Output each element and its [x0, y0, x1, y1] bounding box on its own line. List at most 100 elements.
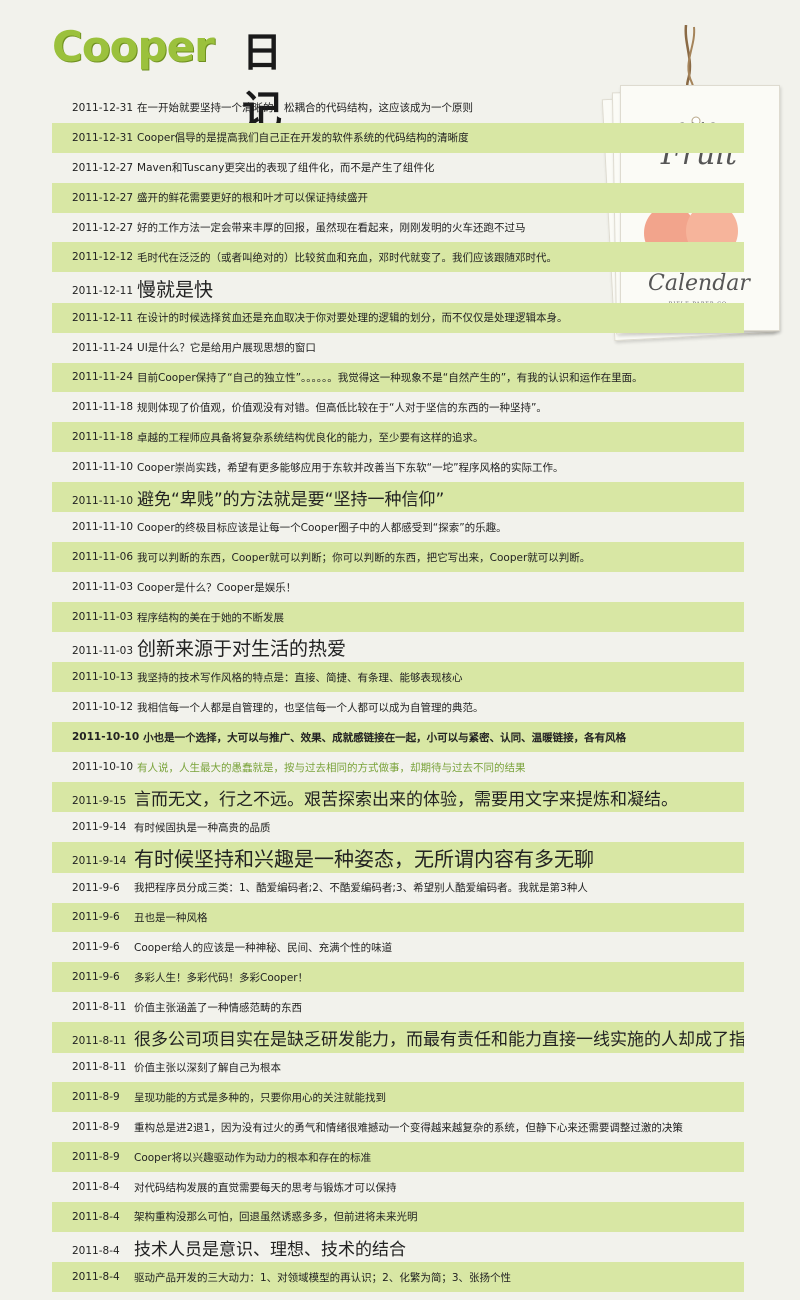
- entry-text: 慢就是快: [137, 278, 214, 301]
- entry-date: 2011-11-18: [72, 431, 134, 444]
- entry-date: 2011-12-27: [72, 221, 134, 234]
- entry-date: 2011-12-11: [72, 311, 134, 324]
- entry-text: 好的工作方法一定会带来丰厚的回报，虽然现在看起来，刚刚发明的火车还跑不过马: [137, 222, 526, 234]
- entry-date: 2011-9-14: [72, 821, 127, 834]
- entry-text: 有时候坚持和兴趣是一种姿态，无所谓内容有多无聊: [134, 847, 594, 872]
- list-item: 2011-8-9 呈现功能的方式是多种的，只要你用心的关注就能找到: [52, 1082, 744, 1113]
- entry-date: 2011-9-6: [72, 911, 120, 924]
- entry-text: 驱动产品开发的三大动力：1、对领域模型的再认识；2、化繁为简；3、张扬个性: [134, 1271, 512, 1284]
- list-item: 2011-9-14 有时候固执是一种高贵的品质: [52, 812, 744, 842]
- list-item: 2011-12-31 在一开始就要坚持一个清晰的、松耦合的代码结构，这应该成为一个…: [52, 93, 744, 123]
- list-item: 2011-11-03 程序结构的美在于她的不断发展: [52, 602, 744, 633]
- entry-text: Cooper将以兴趣驱动作为动力的根本和存在的标准: [134, 1151, 372, 1164]
- entry-text: 在一开始就要坚持一个清晰的、松耦合的代码结构，这应该成为一个原则: [137, 102, 474, 115]
- entry-date: 2011-11-10: [72, 461, 134, 474]
- entry-date: 2011-9-6: [72, 881, 120, 894]
- list-item: 2011-10-10 小也是一个选择，大可以与推广、效果、成就感链接在一起，小可以…: [52, 722, 744, 753]
- entry-text: 有时候固执是一种高贵的品质: [134, 821, 271, 834]
- entry-date: 2011-12-27: [72, 191, 134, 204]
- entry-text: 价值主张以深刻了解自己为根本: [134, 1061, 281, 1074]
- list-item: 2011-12-27 盛开的鲜花需要更好的根和叶才可以保证持续盛开: [52, 182, 744, 213]
- entry-text: 小也是一个选择，大可以与推广、效果、成就感链接在一起，小可以与紧密、认同、温暖链…: [143, 731, 627, 744]
- list-item: 2011-9-15 言而无文，行之不远。艰苦探索出来的体验，需要用文字来提炼和凝结…: [52, 781, 744, 813]
- list-item: 2011-11-24 UI是什么？它是给用户展现思想的窗口: [52, 333, 744, 363]
- entry-text: Cooper是什么？Cooper是娱乐！: [137, 581, 297, 594]
- list-item: 2011-8-11 价值主张以深刻了解自己为根本: [52, 1053, 744, 1083]
- entry-date: 2011-11-03: [72, 644, 134, 657]
- entry-date: 2011-11-18: [72, 401, 134, 414]
- entry-text: 盛开的鲜花需要更好的根和叶才可以保证持续盛开: [137, 192, 369, 205]
- list-item: 2011-11-06 我可以判断的东西，Cooper就可以判断；你可以判断的东西，…: [52, 542, 744, 573]
- entry-date: 2011-11-10: [72, 521, 134, 534]
- list-item: 2011-11-18 规则体现了价值观，价值观没有对错。但高低比较在于“人对于坚信…: [52, 392, 744, 422]
- list-item: 2011-8-4 架构重构没那么可怕，回退虽然诱惑多多，但前进将未来光明: [52, 1201, 744, 1232]
- entry-text: 丑也是一种风格: [134, 911, 208, 924]
- list-item: 2011-12-11 在设计的时候选择贫血还是充血取决于你对要处理的逻辑的划分，而…: [52, 302, 744, 333]
- list-item: 2011-9-6 多彩人生！多彩代码！多彩Cooper！: [52, 962, 744, 993]
- list-item: 2011-12-31 Cooper倡导的是提高我们自己正在开发的软件系统的代码结构…: [52, 122, 744, 153]
- entry-date: 2011-12-12: [72, 251, 134, 264]
- list-item: 2011-10-13 我坚持的技术写作风格的特点是：直接、简捷、有条理、能够表现核…: [52, 662, 744, 693]
- entry-date: 2011-11-06: [72, 551, 134, 564]
- entry-text: 很多公司项目实在是缺乏研发能力，而最有责任和能力直接一线实施的人却成了指挥者: [134, 1030, 744, 1051]
- entry-text: 呈现功能的方式是多种的，只要你用心的关注就能找到: [134, 1091, 386, 1104]
- entry-date: 2011-8-9: [72, 1121, 120, 1134]
- list-item: 2011-11-24 目前Cooper保持了“自己的独立性”。。。。。。我觉得这一…: [52, 362, 744, 393]
- entry-date: 2011-8-11: [72, 1061, 127, 1074]
- entry-date: 2011-12-27: [72, 161, 134, 174]
- list-item: 2011-8-11 很多公司项目实在是缺乏研发能力，而最有责任和能力直接一线实施的…: [52, 1022, 744, 1053]
- entry-text: 规则体现了价值观，价值观没有对错。但高低比较在于“人对于坚信的东西的一种坚持”。: [137, 401, 547, 414]
- entry-date: 2011-9-6: [72, 941, 120, 954]
- entry-date: 2011-10-13: [72, 671, 134, 684]
- entry-date: 2011-9-14: [72, 854, 127, 867]
- entry-text: Maven和Tuscany更突出的表现了组件化，而不是产生了组件化: [137, 162, 435, 175]
- list-item: 2011-12-27 Maven和Tuscany更突出的表现了组件化，而不是产生了…: [52, 153, 744, 183]
- calendar-word-calendar: Calendar: [648, 271, 750, 296]
- entry-text: 目前Cooper保持了“自己的独立性”。。。。。。我觉得这一种现象不是“自然产生…: [137, 371, 643, 384]
- entry-text: 架构重构没那么可怕，回退虽然诱惑多多，但前进将未来光明: [134, 1211, 418, 1224]
- entry-text: 我把程序员分成三类：1、酷爱编码者;2、不酷爱编码者;3、希望别人酷爱编码者。我…: [134, 882, 588, 895]
- entry-text: 我可以判断的东西，Cooper就可以判断；你可以判断的东西，把它写出来，Coop…: [137, 551, 591, 564]
- entry-text: 卓越的工程师应具备将复杂系统结构优良化的能力，至少要有这样的追求。: [137, 431, 484, 444]
- list-item: 2011-10-10 有人说，人生最大的愚蠢就是，按与过去相同的方式做事，却期待与…: [52, 752, 744, 782]
- entry-date: 2011-11-03: [72, 581, 134, 594]
- entry-text: UI是什么？它是给用户展现思想的窗口: [137, 342, 316, 355]
- entry-text: 价值主张涵盖了一种情感范畴的东西: [134, 1001, 302, 1014]
- entry-text: 我相信每一个人都是自管理的，也坚信每一个人都可以成为自管理的典范。: [137, 701, 484, 714]
- list-item: 2011-12-12 毛时代在泛泛的（或者叫绝对的）比较贫血和充血，邓时代就变了。…: [52, 242, 744, 273]
- list-item: 2011-8-9 Cooper将以兴趣驱动作为动力的根本和存在的标准: [52, 1142, 744, 1173]
- entry-date: 2011-11-24: [72, 341, 134, 354]
- entry-text: Cooper崇尚实践，希望有更多能够应用于东软并改善当下东软“一坨”程序风格的实…: [137, 461, 564, 474]
- entry-text: 避免“卑贱”的方法就是要“坚持一种信仰”: [137, 490, 445, 511]
- list-item: 2011-8-4 对代码结构发展的直觉需要每天的思考与锻炼才可以保持: [52, 1172, 744, 1202]
- list-item: 2011-11-10 Cooper的终极目标应该是让每一个Cooper圈子中的人都…: [52, 512, 744, 542]
- entry-text: 程序结构的美在于她的不断发展: [137, 611, 285, 624]
- entry-date: 2011-8-9: [72, 1151, 120, 1164]
- entry-date: 2011-10-12: [72, 701, 134, 714]
- entry-date: 2011-11-24: [72, 371, 134, 384]
- diary-list: 2011-12-31 在一开始就要坚持一个清晰的、松耦合的代码结构，这应该成为一个…: [52, 93, 744, 1293]
- list-item: 2011-11-03 创新来源于对生活的热爱: [52, 632, 744, 662]
- list-item: 2011-8-4 技术人员是意识、理想、技术的结合: [52, 1232, 744, 1262]
- entry-date: 2011-10-10: [72, 731, 140, 744]
- entry-date: 2011-8-4: [72, 1271, 120, 1284]
- entry-date: 2011-12-31: [72, 131, 134, 144]
- list-item: 2011-9-6 我把程序员分成三类：1、酷爱编码者;2、不酷爱编码者;3、希望别…: [52, 873, 744, 903]
- entry-date: 2011-10-10: [72, 761, 134, 774]
- entry-date: 2011-8-4: [72, 1181, 120, 1193]
- entry-date: 2011-8-11: [72, 1001, 127, 1014]
- entry-text: Cooper倡导的是提高我们自己正在开发的软件系统的代码结构的清晰度: [137, 132, 469, 145]
- list-item: 2011-9-6 丑也是一种风格: [52, 902, 744, 933]
- logo-word: Cooper: [52, 22, 215, 71]
- entry-date: 2011-11-03: [72, 611, 134, 624]
- entry-text: 多彩人生！多彩代码！多彩Cooper！: [134, 971, 309, 984]
- list-item: 2011-8-9 重构总是进2退1，因为没有过火的勇气和情绪很难撼动一个变得越来越…: [52, 1112, 744, 1142]
- entry-date: 2011-12-11: [72, 285, 134, 298]
- entry-date: 2011-9-6: [72, 971, 120, 984]
- list-item: 2011-11-10 Cooper崇尚实践，希望有更多能够应用于东软并改善当下东软…: [52, 452, 744, 482]
- entry-text: 在设计的时候选择贫血还是充血取决于你对要处理的逻辑的划分，而不仅仅是处理逻辑本身…: [137, 312, 568, 325]
- list-item: 2011-12-27 好的工作方法一定会带来丰厚的回报，虽然现在看起来，刚刚发明的…: [52, 213, 744, 243]
- entry-text: 创新来源于对生活的热爱: [137, 638, 347, 661]
- list-item: 2011-8-11 价值主张涵盖了一种情感范畴的东西: [52, 992, 744, 1022]
- entry-date: 2011-8-4: [72, 1244, 120, 1257]
